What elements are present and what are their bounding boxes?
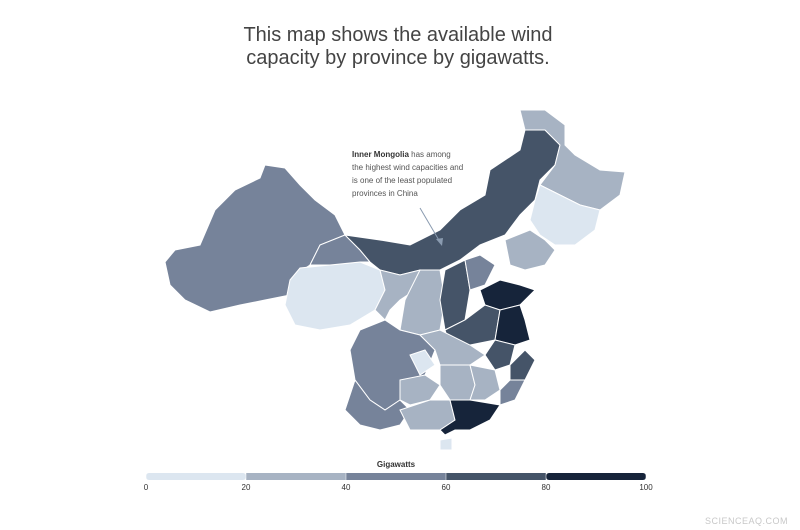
annotation-text: has among the highest wind capacities an… (352, 150, 464, 198)
province (374, 269, 421, 321)
title: This map shows the available wind capaci… (243, 24, 553, 69)
legend-swatch (346, 473, 446, 480)
legend-tick-label: 0 (144, 483, 149, 492)
province (504, 229, 556, 271)
province (439, 364, 476, 401)
annotation-arrow (419, 207, 441, 243)
legend-swatch (546, 473, 646, 480)
province (464, 254, 496, 291)
province (439, 399, 501, 436)
watermark: SCIENCEAQ.COM (704, 516, 788, 526)
provinces (164, 109, 626, 451)
province (529, 184, 601, 246)
legend-tick-label: 80 (542, 483, 551, 492)
province (469, 364, 501, 401)
legend-swatch (446, 473, 546, 480)
province (419, 329, 486, 366)
arrow-head (436, 238, 443, 246)
province (509, 349, 536, 381)
province (439, 437, 453, 451)
annotation: Inner Mongolia has among the highest win… (352, 148, 464, 200)
legend-swatch (246, 473, 346, 480)
legend-title: Gigawatts (377, 460, 416, 469)
province (479, 279, 536, 311)
province (164, 164, 346, 313)
legend-tick-label: 100 (639, 483, 653, 492)
annotation-highlight: Inner Mongolia (352, 150, 409, 159)
legend: Gigawatts 0 20 40 60 80 100 (144, 460, 653, 492)
province (284, 261, 386, 331)
province (494, 304, 531, 346)
legend-tick-label: 60 (442, 483, 451, 492)
legend-tick-label: 20 (242, 483, 251, 492)
legend-swatch (146, 473, 246, 480)
province (499, 379, 526, 406)
province (484, 339, 516, 371)
legend-tick-label: 40 (342, 483, 351, 492)
province (409, 349, 436, 376)
